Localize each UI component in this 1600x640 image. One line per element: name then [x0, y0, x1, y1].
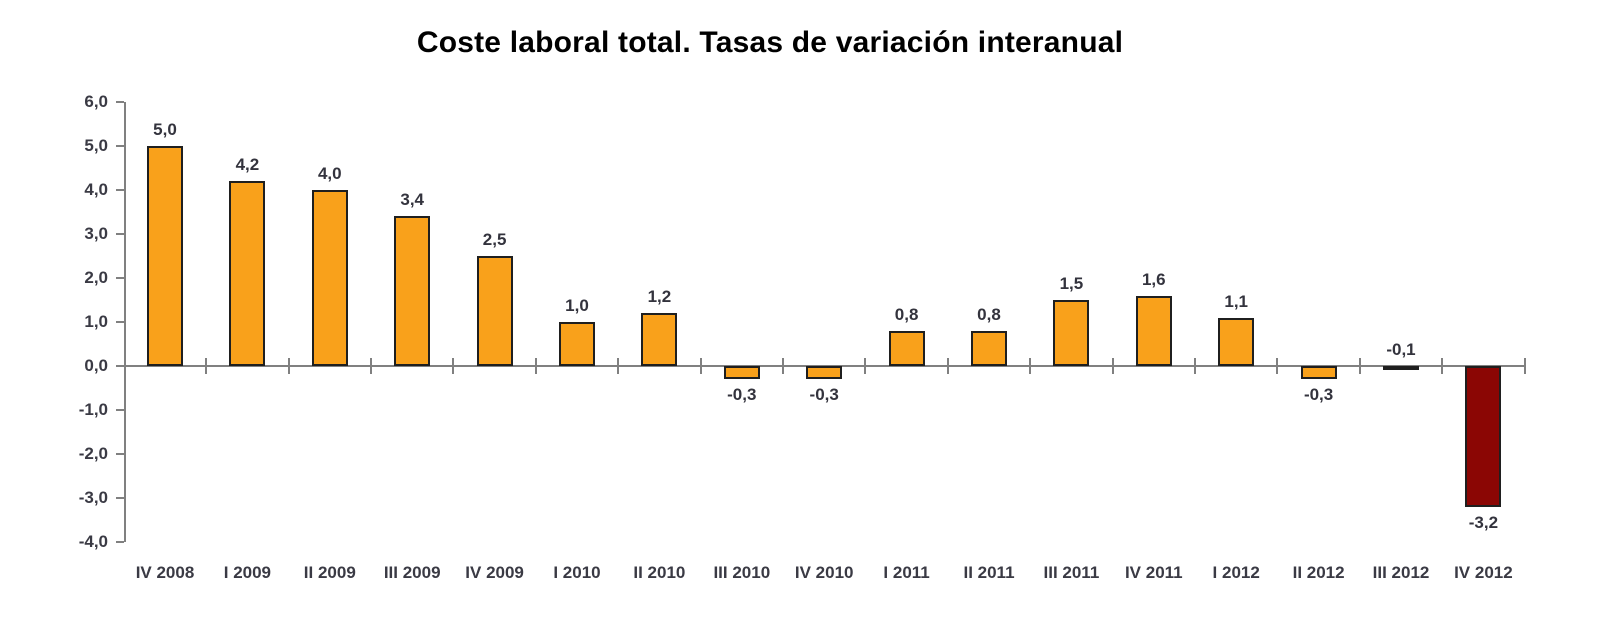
- x-category-label: III 2011: [1043, 563, 1100, 582]
- bar-value-label: 1,5: [1059, 274, 1084, 293]
- x-category-label: I 2009: [223, 563, 272, 582]
- x-category-label: III 2012: [1372, 563, 1430, 582]
- bar: [1135, 295, 1172, 366]
- x-category-label: III 2010: [713, 563, 771, 582]
- bar-value-label: -0,3: [1303, 385, 1334, 405]
- y-tick-label: 6,0: [84, 92, 108, 111]
- bar: [147, 146, 183, 366]
- x-axis-tick: [946, 358, 949, 374]
- x-axis-tick: [452, 358, 455, 374]
- y-tick-label: -1,0: [78, 400, 108, 419]
- bar-value-label: 1,2: [647, 287, 672, 307]
- x-axis-tick: [287, 358, 290, 374]
- y-tick-label: 3,0: [84, 224, 108, 243]
- y-tick-label: -3,0: [78, 488, 108, 507]
- bar-value-label: 3,4: [400, 190, 424, 210]
- bar-value-label: 2,5: [482, 230, 507, 249]
- bar: [1053, 300, 1090, 366]
- x-category-label: IV 2010: [794, 563, 854, 582]
- bar-value-label: 1,1: [1224, 291, 1248, 311]
- bar-value-label: -0,3: [809, 385, 839, 405]
- x-category-label: III 2009: [383, 563, 441, 582]
- x-axis-tick: [782, 358, 784, 374]
- bar: [1218, 317, 1255, 366]
- x-axis-tick: [1111, 358, 1114, 374]
- bar-value-label: 5,0: [153, 120, 177, 139]
- x-category-label: IV 2008: [135, 563, 195, 582]
- y-tick-label: -4,0: [78, 532, 108, 551]
- x-category-label: II 2012: [1292, 563, 1345, 582]
- bar-value-label: 4,2: [235, 155, 260, 175]
- bar: [888, 330, 925, 366]
- x-category-label: I 2011: [883, 563, 930, 582]
- x-axis-tick: [864, 358, 867, 374]
- bar: [311, 190, 348, 366]
- bar-value-label: 1,6: [1141, 269, 1166, 289]
- x-axis-tick: [1276, 358, 1279, 374]
- x-category-label: II 2009: [303, 563, 356, 582]
- bar-value-label: 0,8: [977, 304, 1001, 324]
- y-tick-label: 2,0: [84, 268, 108, 287]
- bar: [1465, 366, 1502, 507]
- x-axis-tick: [617, 358, 620, 374]
- y-axis-tick: [116, 321, 124, 323]
- y-axis: [124, 102, 126, 542]
- bar: [971, 330, 1007, 366]
- bar: [229, 181, 266, 366]
- bar: [394, 216, 431, 366]
- bar-value-label: -0,3: [727, 385, 757, 405]
- x-axis-tick: [370, 358, 372, 374]
- bar: [723, 366, 760, 380]
- y-tick-label: 4,0: [84, 180, 108, 199]
- bar-value-label: 4,0: [317, 164, 342, 183]
- chart-title: Coste laboral total. Tasas de variación …: [416, 26, 1124, 59]
- bar: [559, 322, 595, 366]
- y-tick-label: 5,0: [84, 136, 108, 155]
- x-axis-tick: [534, 358, 537, 374]
- bar: [641, 313, 678, 366]
- bar: [806, 366, 843, 380]
- y-axis-tick: [116, 409, 124, 411]
- x-category-label: II 2011: [963, 563, 1015, 582]
- x-category-label: II 2010: [633, 563, 686, 582]
- y-tick-label: -2,0: [78, 444, 108, 463]
- y-tick-label: 1,0: [84, 312, 108, 331]
- x-axis-tick: [1029, 358, 1032, 374]
- bar-value-label: -3,2: [1468, 512, 1499, 532]
- y-tick-label: 0,0: [84, 356, 108, 375]
- x-axis-tick: [1358, 358, 1361, 374]
- x-category-label: IV 2009: [465, 563, 524, 582]
- bar-value-label: 0,8: [894, 304, 919, 324]
- y-axis-tick: [116, 233, 124, 235]
- y-axis-tick: [116, 101, 124, 103]
- x-axis-tick: [205, 358, 208, 374]
- x-category-label: I 2010: [553, 563, 601, 582]
- bar: [1383, 366, 1419, 371]
- bar: [476, 256, 513, 366]
- x-category-label: IV 2012: [1454, 563, 1513, 582]
- bar-value-label: -0,1: [1386, 340, 1416, 359]
- y-axis-tick: [116, 189, 124, 191]
- x-axis-tick: [1194, 358, 1196, 374]
- y-axis-tick: [116, 365, 124, 367]
- x-category-label: IV 2011: [1124, 563, 1183, 582]
- y-axis-tick: [116, 277, 124, 279]
- y-axis-tick: [116, 145, 124, 147]
- y-axis-tick: [116, 497, 124, 499]
- bar-value-label: 1,0: [565, 296, 589, 315]
- x-category-label: I 2012: [1212, 563, 1260, 582]
- y-axis-tick: [116, 453, 124, 455]
- x-axis-tick: [1523, 358, 1526, 374]
- bar: [1300, 366, 1337, 380]
- y-axis-tick: [116, 541, 124, 543]
- x-axis-tick: [699, 358, 702, 374]
- x-axis-tick: [1441, 358, 1444, 374]
